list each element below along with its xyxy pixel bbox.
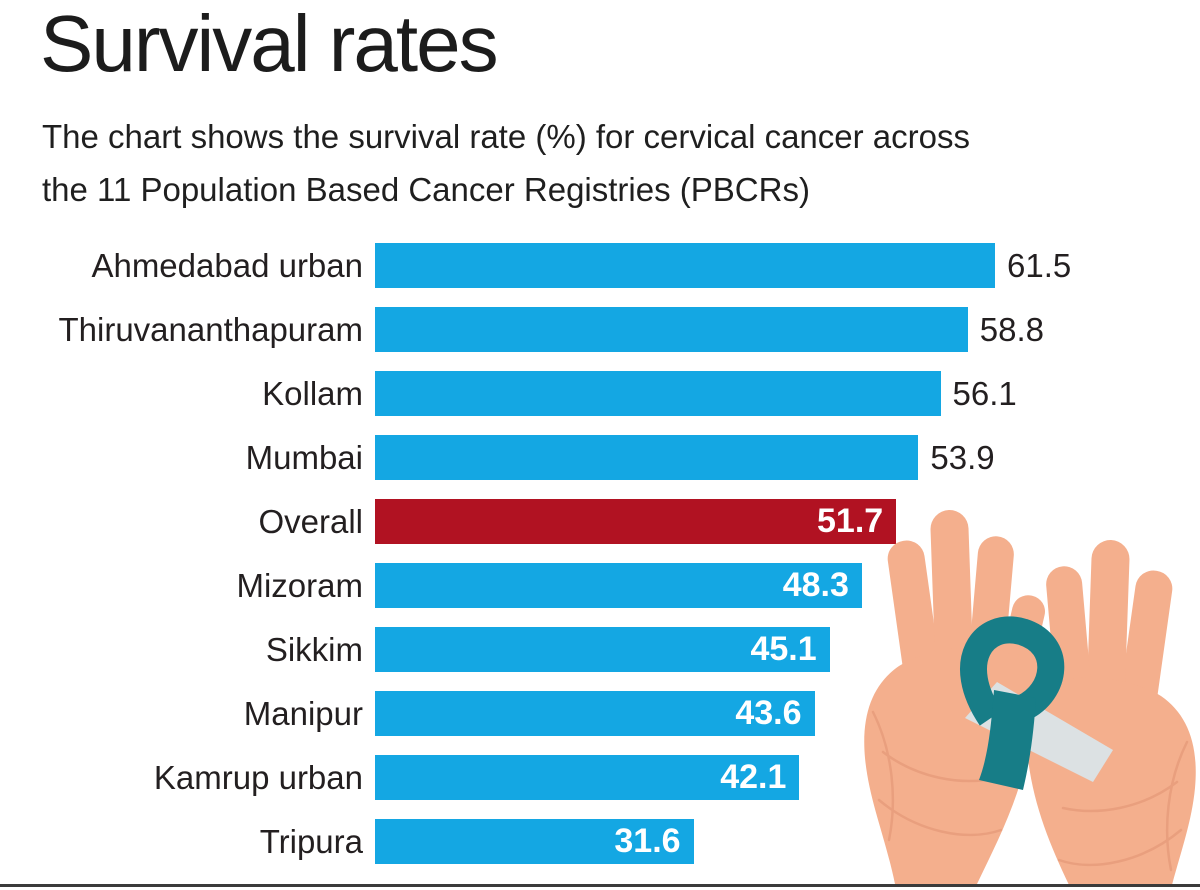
bar-value: 53.9 [930, 439, 995, 476]
bar: 48.3 [375, 563, 862, 608]
bar-track: 31.6 [375, 819, 995, 864]
subtitle-line-2: the 11 Population Based Cancer Registrie… [42, 171, 810, 208]
bar-label: Ahmedabad urban [91, 246, 363, 284]
bar: 61.5 [375, 243, 1071, 288]
bar-value: 56.1 [952, 375, 1017, 412]
bar-label: Manipur [243, 694, 363, 732]
bar-value: 51.7 [817, 502, 884, 540]
chart-rows: Ahmedabad urban 61.5 Thiruvananthapuram 58.… [0, 243, 1200, 864]
ribbon-teal-tail [979, 690, 1036, 790]
page-title: Survival rates [40, 0, 499, 88]
bar-track: 53.9 [375, 435, 995, 480]
chart-row: Thiruvananthapuram 58.8 [0, 307, 1200, 352]
bar-value: 31.6 [614, 822, 681, 860]
bar-track: 48.3 [375, 563, 995, 608]
bar-track: 45.1 [375, 627, 995, 672]
bar: 31.6 [375, 819, 694, 864]
awareness-ribbon [960, 616, 1113, 790]
bar-value: 42.1 [720, 758, 787, 796]
bar-track: 58.8 [375, 307, 1044, 352]
bar-track: 43.6 [375, 691, 995, 736]
bar: 42.1 [375, 755, 800, 800]
bar-value: 61.5 [1007, 247, 1072, 284]
bar-label: Kollam [262, 374, 363, 412]
chart-row: Mizoram 48.3 [0, 563, 1200, 608]
bar-highlight: 51.7 [375, 499, 897, 544]
bar-value: 48.3 [782, 566, 849, 604]
bar-track: 51.7 [375, 499, 995, 544]
bar-chart: Ahmedabad urban 61.5 Thiruvananthapuram 58.… [0, 243, 1200, 883]
chart-row: Kollam 56.1 [0, 371, 1200, 416]
bottom-rule [0, 884, 1200, 887]
bar-value: 43.6 [735, 694, 802, 732]
chart-subtitle: The chart shows the survival rate (%) fo… [42, 110, 1172, 216]
bar: 53.9 [375, 435, 995, 480]
bar-label: Overall [258, 502, 363, 540]
bar-track: 61.5 [375, 243, 1071, 288]
bar-label: Tripura [259, 822, 363, 860]
bar: 45.1 [375, 627, 830, 672]
bar-track: 56.1 [375, 371, 1017, 416]
bar-value: 45.1 [750, 630, 817, 668]
chart-row: Tripura 31.6 [0, 819, 1200, 864]
bar-value: 58.8 [979, 311, 1044, 348]
bar-label: Mumbai [245, 438, 363, 476]
bar: 43.6 [375, 691, 815, 736]
bar-label: Thiruvananthapuram [58, 310, 363, 348]
chart-row: Mumbai 53.9 [0, 435, 1200, 480]
hands-ribbon-illustration [862, 508, 1198, 884]
chart-row: Kamrup urban 42.1 [0, 755, 1200, 800]
chart-row: Sikkim 45.1 [0, 627, 1200, 672]
bar-label: Sikkim [265, 630, 363, 668]
ribbon-teal-loop [960, 616, 1065, 726]
bar: 58.8 [375, 307, 1044, 352]
chart-row: Overall 51.7 [0, 499, 1200, 544]
bar: 56.1 [375, 371, 1017, 416]
bar-track: 42.1 [375, 755, 995, 800]
chart-row: Ahmedabad urban 61.5 [0, 243, 1200, 288]
chart-row: Manipur 43.6 [0, 691, 1200, 736]
bar-label: Mizoram [236, 566, 363, 604]
subtitle-line-1: The chart shows the survival rate (%) fo… [42, 118, 970, 155]
bar-label: Kamrup urban [153, 758, 363, 796]
